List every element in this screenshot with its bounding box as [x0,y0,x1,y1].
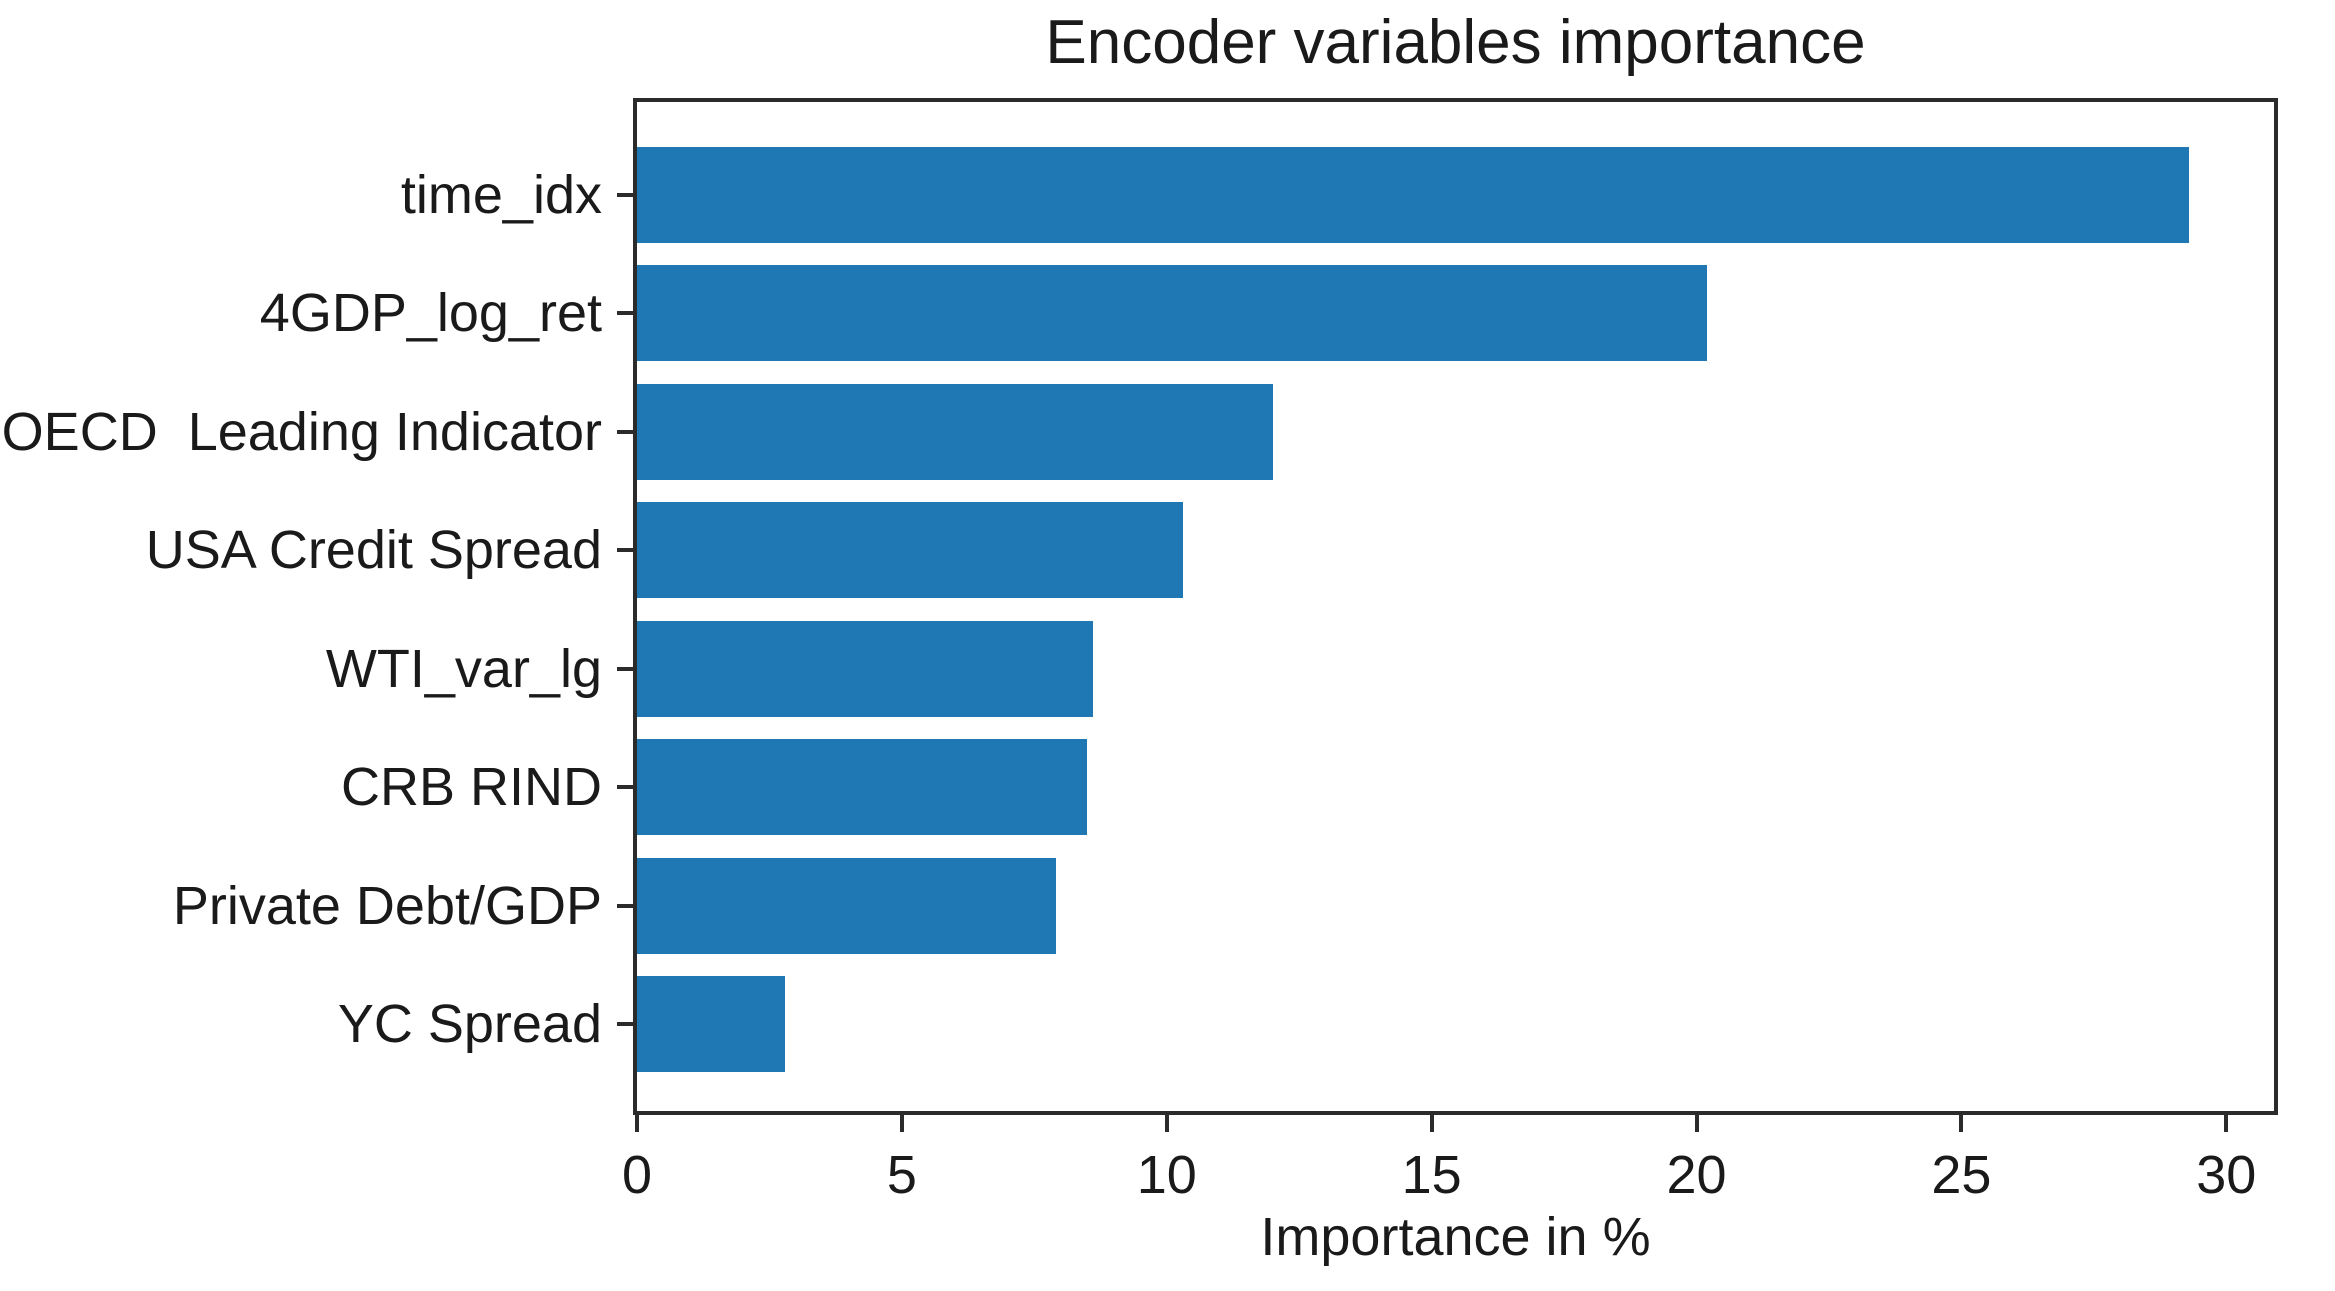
y-tick-crb-rind [617,785,633,789]
y-tick-label-usa-credit-spread: USA Credit Spread [145,520,602,580]
x-axis-label: Importance in % [1260,1207,1651,1267]
x-tick-20 [1694,1115,1699,1132]
y-tick-private-debt-gdp [617,903,633,908]
y-tick-label-yc-spread: YC Spread [337,994,602,1054]
bar-wti-var-lg [637,620,1093,717]
x-tick-25 [1959,1115,1964,1132]
y-tick-oecd-leading-indicator [617,429,633,434]
y-tick-label-wti-var-lg: WTI_var_lg [325,638,602,699]
y-tick-4gdp-log-ret [617,311,633,315]
x-tick-label-25: 25 [1931,1145,1992,1205]
x-tick-10 [1164,1115,1169,1132]
x-tick-5 [899,1115,904,1132]
x-tick-label-30: 30 [2196,1145,2257,1205]
y-tick-label-4gdp-log-ret: 4GDP_log_ret [259,283,602,343]
y-tick-label-oecd-leading-indicator: OECD Leading Indicator [1,401,602,462]
x-tick-label-10: 10 [1136,1145,1197,1205]
bar-4gdp-log-ret [637,265,1707,361]
plot-area [633,98,2278,1115]
x-tick-30 [2224,1115,2229,1132]
y-tick-wti-var-lg [617,666,633,671]
y-tick-label-time-idx: time_idx [400,164,602,225]
bar-time-idx [637,146,2189,243]
x-tick-label-20: 20 [1666,1145,1727,1205]
x-tick-label-0: 0 [621,1145,653,1205]
bar-crb-rind [637,739,1087,835]
y-tick-label-crb-rind: CRB RIND [340,757,602,817]
y-tick-yc-spread [617,1022,633,1026]
bar-private-debt-gdp [637,857,1056,954]
bar-usa-credit-spread [637,502,1183,598]
bar-yc-spread [637,976,785,1072]
x-tick-label-15: 15 [1401,1145,1462,1205]
x-tick-label-5: 5 [886,1145,917,1205]
y-tick-time-idx [617,192,633,197]
y-tick-usa-credit-spread [617,548,633,552]
x-tick-0 [635,1115,639,1132]
x-tick-15 [1429,1115,1434,1132]
y-tick-label-private-debt-gdp: Private Debt/GDP [172,875,602,936]
bar-oecd-leading-indicator [637,383,1273,480]
chart-title: Encoder variables importance [1045,8,1866,77]
